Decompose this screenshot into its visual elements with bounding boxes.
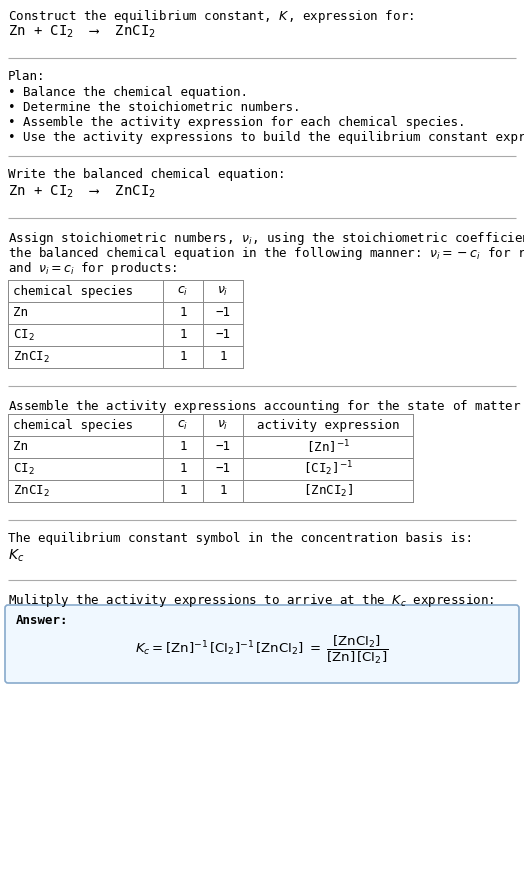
Text: Zn: Zn	[13, 441, 28, 453]
Text: 1: 1	[179, 328, 187, 342]
Text: −1: −1	[215, 463, 231, 475]
Text: CI$_2$: CI$_2$	[13, 327, 35, 342]
Text: CI$_2$: CI$_2$	[13, 461, 35, 476]
Text: • Balance the chemical equation.: • Balance the chemical equation.	[8, 86, 248, 99]
Text: $\nu_i$: $\nu_i$	[217, 419, 228, 432]
Text: Write the balanced chemical equation:: Write the balanced chemical equation:	[8, 168, 286, 181]
Text: $c_i$: $c_i$	[177, 284, 189, 297]
Text: Zn + CI$_2$  ⟶  ZnCI$_2$: Zn + CI$_2$ ⟶ ZnCI$_2$	[8, 184, 156, 200]
Text: $\nu_i$: $\nu_i$	[217, 284, 228, 297]
Text: [ZnCI$_2$]: [ZnCI$_2$]	[303, 483, 353, 499]
Text: $K_c = \mathrm{[Zn]^{-1}\,[CI_2]^{-1}\,[ZnCI_2]}$$\;=\;\dfrac{\mathrm{[ZnCI_2]}}: $K_c = \mathrm{[Zn]^{-1}\,[CI_2]^{-1}\,[…	[135, 634, 389, 666]
Text: [Zn]$^{-1}$: [Zn]$^{-1}$	[306, 438, 350, 456]
Text: the balanced chemical equation in the following manner: $\nu_i = -c_i$ for react: the balanced chemical equation in the fo…	[8, 245, 524, 262]
Text: • Use the activity expressions to build the equilibrium constant expression.: • Use the activity expressions to build …	[8, 131, 524, 144]
Text: Zn: Zn	[13, 306, 28, 319]
Text: 1: 1	[179, 306, 187, 319]
Text: ZnCI$_2$: ZnCI$_2$	[13, 350, 50, 365]
Text: and $\nu_i = c_i$ for products:: and $\nu_i = c_i$ for products:	[8, 260, 177, 277]
Text: chemical species: chemical species	[13, 419, 133, 432]
Text: −1: −1	[215, 306, 231, 319]
Text: Assign stoichiometric numbers, $\nu_i$, using the stoichiometric coefficients, $: Assign stoichiometric numbers, $\nu_i$, …	[8, 230, 524, 247]
Text: The equilibrium constant symbol in the concentration basis is:: The equilibrium constant symbol in the c…	[8, 532, 473, 545]
Text: • Determine the stoichiometric numbers.: • Determine the stoichiometric numbers.	[8, 101, 300, 114]
Text: 1: 1	[179, 484, 187, 497]
Text: Plan:: Plan:	[8, 70, 46, 83]
FancyBboxPatch shape	[5, 605, 519, 683]
Text: Answer:: Answer:	[16, 614, 69, 627]
Text: $\mathit{K_c}$: $\mathit{K_c}$	[8, 548, 24, 565]
Text: 1: 1	[179, 350, 187, 364]
Text: 1: 1	[219, 350, 227, 364]
Text: [CI$_2$]$^{-1}$: [CI$_2$]$^{-1}$	[303, 459, 353, 479]
Text: 1: 1	[179, 441, 187, 453]
Text: 1: 1	[219, 484, 227, 497]
Text: ZnCI$_2$: ZnCI$_2$	[13, 483, 50, 498]
Text: Assemble the activity expressions accounting for the state of matter and $\nu_i$: Assemble the activity expressions accoun…	[8, 398, 524, 415]
Text: Zn + CI$_2$  ⟶  ZnCI$_2$: Zn + CI$_2$ ⟶ ZnCI$_2$	[8, 24, 156, 41]
Text: Construct the equilibrium constant, $K$, expression for:: Construct the equilibrium constant, $K$,…	[8, 8, 414, 25]
Text: chemical species: chemical species	[13, 284, 133, 297]
Text: $c_i$: $c_i$	[177, 419, 189, 432]
Text: activity expression: activity expression	[257, 419, 399, 432]
Text: −1: −1	[215, 441, 231, 453]
Text: −1: −1	[215, 328, 231, 342]
Text: Mulitply the activity expressions to arrive at the $K_c$ expression:: Mulitply the activity expressions to arr…	[8, 592, 495, 609]
Text: • Assemble the activity expression for each chemical species.: • Assemble the activity expression for e…	[8, 116, 465, 129]
Text: 1: 1	[179, 463, 187, 475]
